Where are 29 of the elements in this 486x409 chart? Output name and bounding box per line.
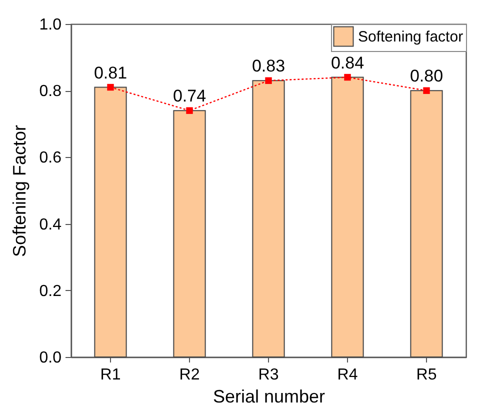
y-tick-label: 0.2 [39,282,62,300]
bar [331,76,364,358]
bar [173,110,206,358]
point [423,87,430,94]
data-label: 0.83 [252,56,286,76]
point [107,84,114,91]
y-tick-label: 0.8 [39,83,62,100]
y-tick-label: 0.6 [39,150,62,167]
point [186,107,193,114]
y-tick-label: 0.0 [39,350,62,366]
bar [252,80,285,358]
bar [410,90,443,358]
y-axis-title: Softening Factor [9,124,30,258]
x-tick-label: R5 [416,366,437,384]
y-tick-label: 1.0 [39,16,62,34]
bar [94,86,127,358]
data-label: 0.74 [172,86,206,106]
data-label: 0.84 [330,53,364,72]
point [265,77,272,84]
y-tick-label: 0.4 [39,216,62,234]
x-tick-label: R2 [179,366,200,384]
x-axis-title: Serial number [212,386,326,406]
legend-label: Softening factor [358,28,464,46]
x-tick-label: R1 [100,366,121,384]
x-tick-label: R3 [258,366,279,384]
point [344,74,351,81]
x-tick-label: R4 [337,366,358,384]
data-label: 0.80 [410,66,444,86]
data-label: 0.81 [94,63,128,82]
